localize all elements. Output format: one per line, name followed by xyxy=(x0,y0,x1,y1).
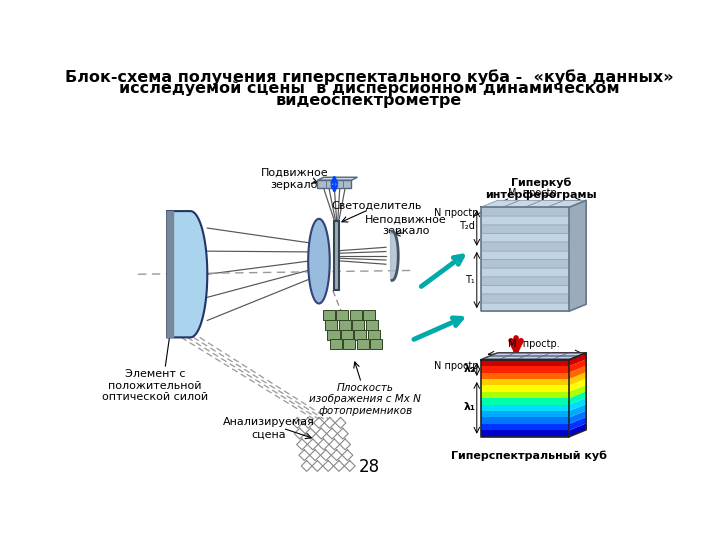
Polygon shape xyxy=(481,200,586,207)
Polygon shape xyxy=(318,177,357,180)
Bar xyxy=(481,373,570,379)
Polygon shape xyxy=(390,231,398,280)
Bar xyxy=(481,276,570,285)
Polygon shape xyxy=(481,353,586,360)
Polygon shape xyxy=(570,269,586,285)
Text: Подвижное
зеркало: Подвижное зеркало xyxy=(261,168,328,190)
Bar xyxy=(481,207,570,215)
Bar xyxy=(481,360,570,366)
Text: Неподвижное
зеркало: Неподвижное зеркало xyxy=(365,214,447,236)
Text: 28: 28 xyxy=(359,458,379,476)
Bar xyxy=(354,330,366,340)
Polygon shape xyxy=(570,244,586,259)
Polygon shape xyxy=(167,211,174,338)
Polygon shape xyxy=(318,180,351,188)
Polygon shape xyxy=(570,397,586,411)
Polygon shape xyxy=(570,353,586,366)
Bar xyxy=(370,339,382,349)
Bar xyxy=(481,366,570,373)
Bar xyxy=(356,339,369,349)
Polygon shape xyxy=(570,417,586,430)
Polygon shape xyxy=(570,423,586,437)
Polygon shape xyxy=(570,252,586,267)
Bar xyxy=(481,216,570,224)
Bar xyxy=(325,320,337,330)
Bar xyxy=(481,411,570,417)
Polygon shape xyxy=(570,385,586,398)
Bar xyxy=(481,268,570,276)
Bar xyxy=(343,339,356,349)
Polygon shape xyxy=(570,379,586,392)
Bar xyxy=(352,320,364,330)
Bar xyxy=(481,285,570,293)
Bar xyxy=(481,251,570,259)
Text: Плоскость
изображения с Мх N
фотоприемников: Плоскость изображения с Мх N фотоприемни… xyxy=(309,383,421,416)
Bar xyxy=(481,379,570,386)
Bar xyxy=(334,221,339,291)
Bar xyxy=(368,330,380,340)
Bar xyxy=(481,386,570,392)
Text: λ₂: λ₂ xyxy=(464,364,475,374)
Polygon shape xyxy=(308,219,330,303)
Text: Гиперкуб
интерферограмы: Гиперкуб интерферограмы xyxy=(485,178,597,200)
Polygon shape xyxy=(570,261,586,276)
Polygon shape xyxy=(570,404,586,417)
Bar xyxy=(481,233,570,241)
Polygon shape xyxy=(167,211,207,338)
Polygon shape xyxy=(570,372,586,386)
Polygon shape xyxy=(570,278,586,293)
Bar xyxy=(481,417,570,424)
Text: Гиперспектральный куб: Гиперспектральный куб xyxy=(451,450,607,461)
Polygon shape xyxy=(570,366,586,379)
Text: Светоделитель: Светоделитель xyxy=(331,201,422,211)
Bar xyxy=(481,392,570,398)
Polygon shape xyxy=(570,209,586,224)
Text: N просtр: N просtр xyxy=(434,208,478,218)
Polygon shape xyxy=(570,287,586,302)
Text: Т₂d: Т₂d xyxy=(459,221,475,231)
Bar xyxy=(481,259,570,267)
Text: Т₁: Т₁ xyxy=(466,275,475,285)
Polygon shape xyxy=(570,200,586,215)
Bar xyxy=(481,294,570,302)
Bar xyxy=(338,320,351,330)
Polygon shape xyxy=(570,295,586,310)
Text: Элемент с
положительной
оптической силой: Элемент с положительной оптической силой xyxy=(102,369,208,402)
Polygon shape xyxy=(570,359,586,373)
Text: Блок-схема получения гиперспектального куба -  «куба данных»: Блок-схема получения гиперспектального к… xyxy=(65,69,673,85)
Bar xyxy=(481,302,570,310)
Polygon shape xyxy=(570,218,586,233)
Bar xyxy=(336,310,348,320)
Text: λ₁: λ₁ xyxy=(464,402,475,413)
Polygon shape xyxy=(570,235,586,250)
Bar xyxy=(366,320,378,330)
Bar xyxy=(330,339,342,349)
Polygon shape xyxy=(570,410,586,424)
Bar xyxy=(323,310,335,320)
Bar xyxy=(481,404,570,411)
Bar xyxy=(481,430,570,437)
Text: исследуемой сцены  в дисперсионном динамическом: исследуемой сцены в дисперсионном динами… xyxy=(119,81,619,97)
Bar xyxy=(481,242,570,250)
Bar xyxy=(341,330,353,340)
Text: видеоспектрометре: видеоспектрометре xyxy=(276,93,462,107)
Polygon shape xyxy=(570,392,586,404)
Text: М  просtр.: М просtр. xyxy=(508,339,559,349)
Text: N просtр: N просtр xyxy=(434,361,478,371)
Bar xyxy=(481,225,570,233)
Bar xyxy=(481,424,570,430)
Bar xyxy=(363,310,375,320)
Bar xyxy=(481,398,570,404)
Polygon shape xyxy=(570,226,586,241)
Bar xyxy=(328,330,340,340)
Bar xyxy=(350,310,362,320)
Text: М  просtр.: М просtр. xyxy=(508,188,559,198)
Text: Анализируемая
сцена: Анализируемая сцена xyxy=(223,417,315,439)
